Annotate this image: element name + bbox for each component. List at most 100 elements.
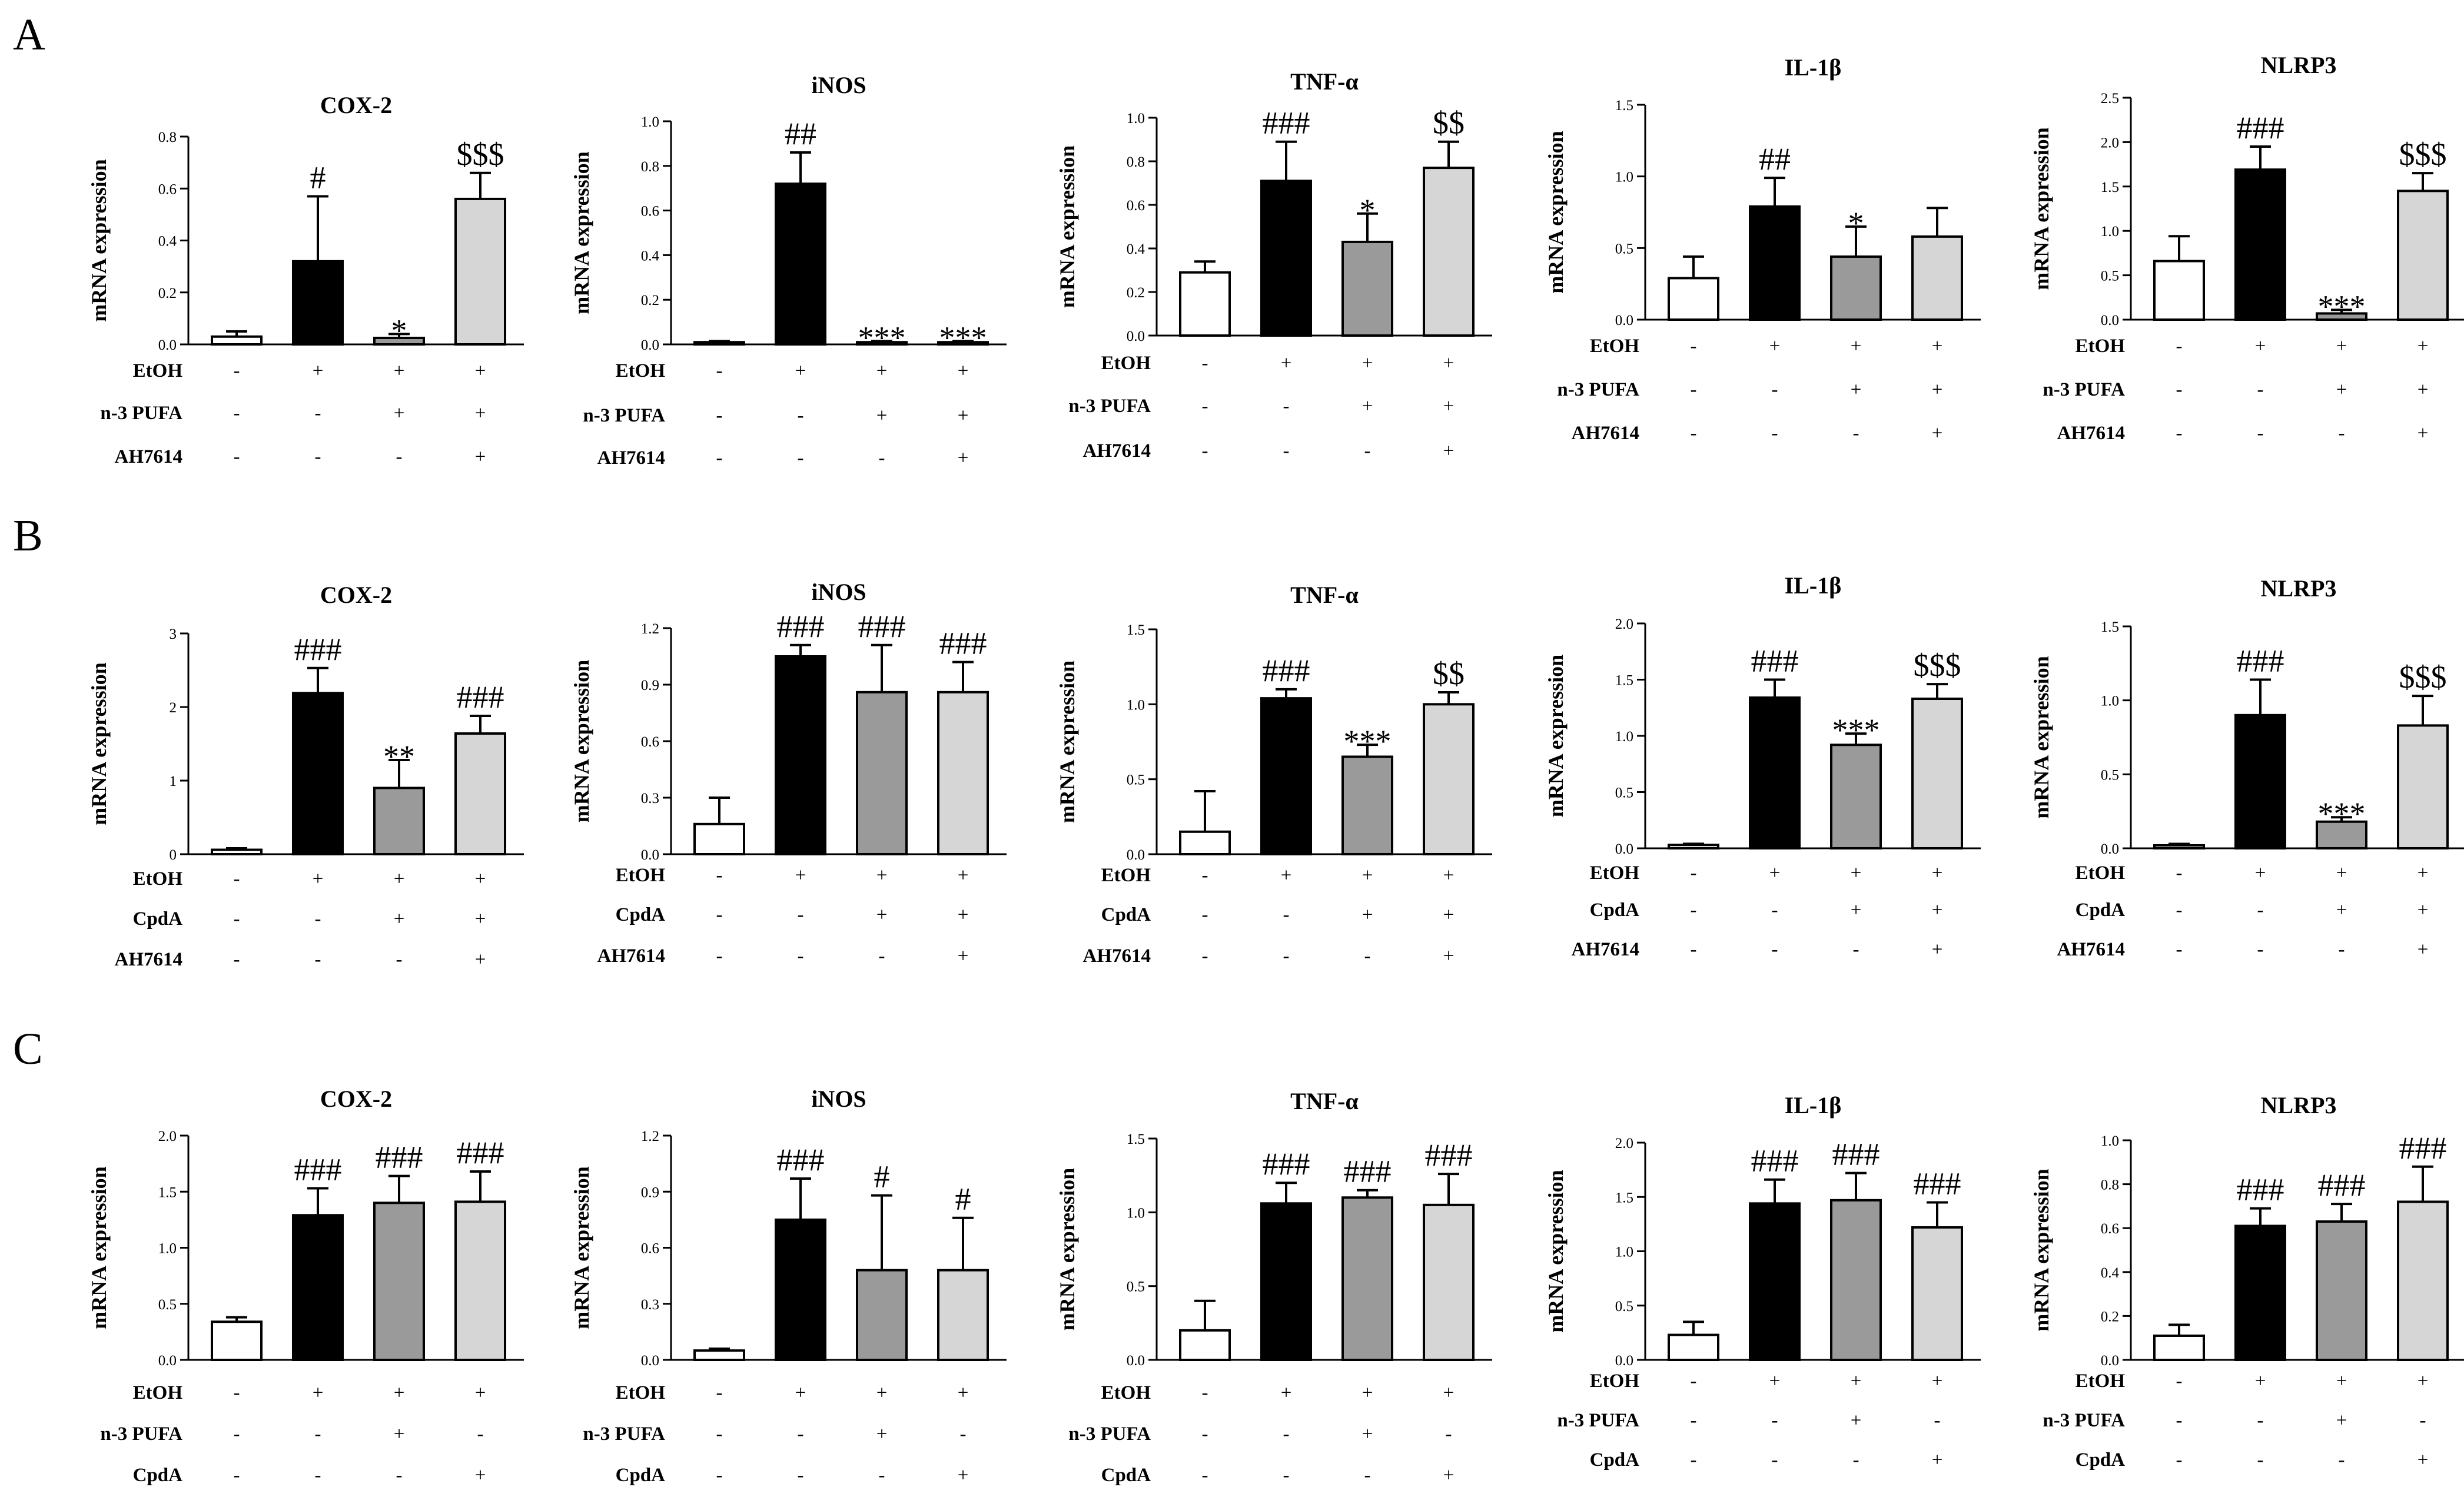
chart-c-1: COX-2 mRNA expression 0.0 0.5 1.0 1.5 2.0 ### ##… bbox=[87, 1086, 524, 1486]
chart-title: iNOS bbox=[811, 1086, 866, 1112]
treatment-sign: + bbox=[2255, 1370, 2266, 1392]
treatment-sign: + bbox=[2336, 862, 2347, 884]
treatment-sign: + bbox=[876, 865, 888, 886]
treatment-sign: + bbox=[1443, 865, 1455, 886]
treatment-sign: - bbox=[1853, 423, 1859, 444]
significance-label: *** bbox=[939, 320, 987, 355]
treatment-sign: + bbox=[1443, 1382, 1455, 1403]
treatment-sign: - bbox=[2176, 939, 2183, 960]
significance-label: ### bbox=[1344, 1154, 1392, 1189]
treatment-sign: + bbox=[958, 865, 969, 886]
chart-title: NLRP3 bbox=[2261, 575, 2337, 602]
y-tick-label: 0.3 bbox=[641, 1297, 659, 1313]
treatment-sign: + bbox=[1281, 1382, 1292, 1403]
treatment-label: n-3 PUFA bbox=[2043, 379, 2125, 400]
bar-4 bbox=[454, 197, 506, 346]
treatment-sign: - bbox=[1283, 1465, 1290, 1486]
treatment-sign: - bbox=[1691, 423, 1697, 444]
bar-3 bbox=[373, 786, 425, 855]
significance-label: ### bbox=[1751, 1143, 1799, 1179]
treatment-sign: + bbox=[2417, 900, 2429, 921]
treatment-sign: - bbox=[234, 868, 240, 890]
bar-3 bbox=[2316, 820, 2367, 850]
y-tick-label: 1.0 bbox=[158, 1241, 177, 1257]
treatment-sign: + bbox=[394, 908, 405, 930]
treatment-sign: - bbox=[2176, 1410, 2183, 1431]
y-tick-label: 2.0 bbox=[2101, 135, 2119, 151]
bar-1 bbox=[1179, 271, 1231, 337]
y-axis-label: mRNA expression bbox=[570, 660, 593, 822]
bar-2 bbox=[2234, 713, 2286, 850]
chart-c-4: IL-1β mRNA expression 0.0 0.5 1.0 1.5 2.0 ### ##… bbox=[1544, 1092, 1981, 1471]
treatment-sign: - bbox=[1202, 353, 1208, 374]
y-axis-label: mRNA expression bbox=[2030, 127, 2053, 290]
y-axis-label: mRNA expression bbox=[1055, 145, 1079, 308]
y-tick-label: 0.6 bbox=[2101, 1221, 2119, 1237]
y-tick-label: 0.2 bbox=[641, 293, 659, 308]
y-tick-label: 3 bbox=[170, 626, 177, 642]
treatment-sign: + bbox=[958, 1382, 969, 1403]
treatment-sign: - bbox=[1364, 945, 1371, 967]
chart-title: NLRP3 bbox=[2261, 1092, 2337, 1119]
treatment-sign: - bbox=[234, 949, 240, 970]
bar-1 bbox=[1668, 1333, 1719, 1361]
bar-4 bbox=[1423, 167, 1475, 337]
treatment-sign: - bbox=[1691, 1370, 1697, 1392]
significance-label: # bbox=[874, 1159, 890, 1194]
bar-2 bbox=[775, 1218, 826, 1361]
y-tick-label: 2.0 bbox=[158, 1129, 177, 1144]
treatment-sign: - bbox=[1283, 1423, 1290, 1445]
y-tick-label: 0.4 bbox=[1127, 241, 1145, 257]
significance-label: ### bbox=[1751, 643, 1799, 679]
treatment-sign: - bbox=[1772, 939, 1778, 960]
treatment-sign: + bbox=[313, 868, 324, 890]
y-tick-label: 0.0 bbox=[2101, 841, 2119, 857]
treatment-sign: + bbox=[876, 1382, 888, 1403]
treatment-sign: + bbox=[1851, 379, 1862, 400]
bar-2 bbox=[1260, 697, 1312, 855]
treatment-label: n-3 PUFA bbox=[1068, 396, 1151, 417]
bar-1 bbox=[2153, 1334, 2205, 1361]
chart-a-1: COX-2 mRNA expression 0.0 0.2 0.4 0.6 0.8 # * $$$… bbox=[87, 92, 524, 467]
bar-1 bbox=[211, 848, 263, 855]
y-tick-label: 0.0 bbox=[1127, 328, 1145, 344]
treatment-label: AH7614 bbox=[115, 949, 183, 970]
treatment-sign: - bbox=[2176, 862, 2183, 884]
treatment-sign: + bbox=[1443, 904, 1455, 925]
significance-label: ### bbox=[2318, 1167, 2366, 1203]
bar-4 bbox=[1911, 235, 1963, 321]
chart-title: TNF-α bbox=[1290, 68, 1359, 95]
y-tick-label: 0.0 bbox=[1615, 841, 1633, 857]
treatment-sign: + bbox=[394, 403, 405, 424]
y-axis-label: mRNA expression bbox=[1544, 131, 1568, 293]
treatment-sign: + bbox=[2336, 336, 2347, 357]
treatment-sign: + bbox=[1851, 900, 1862, 921]
treatment-sign: - bbox=[1691, 1410, 1697, 1431]
treatment-sign: - bbox=[1691, 1449, 1697, 1471]
bar-2 bbox=[775, 182, 826, 346]
treatment-sign: + bbox=[1443, 396, 1455, 417]
y-tick-label: 1.0 bbox=[1127, 697, 1145, 713]
treatment-sign: + bbox=[958, 405, 969, 426]
y-axis-label: mRNA expression bbox=[2030, 656, 2053, 818]
y-tick-label: 0.8 bbox=[1127, 154, 1145, 170]
treatment-sign: - bbox=[2339, 1449, 2345, 1471]
treatment-sign: - bbox=[879, 1465, 885, 1486]
y-tick-label: 0.9 bbox=[641, 678, 659, 693]
treatment-sign: + bbox=[475, 908, 486, 930]
treatment-sign: - bbox=[716, 447, 723, 469]
y-tick-label: 0.2 bbox=[158, 286, 177, 301]
y-tick-label: 1.0 bbox=[1615, 729, 1633, 745]
y-tick-label: 1.0 bbox=[2101, 1133, 2119, 1149]
panel-letter: C bbox=[13, 1024, 43, 1074]
bar-3 bbox=[2316, 312, 2367, 321]
y-tick-label: 0.0 bbox=[641, 337, 659, 353]
treatment-sign: - bbox=[2176, 379, 2183, 400]
treatment-sign: + bbox=[2336, 900, 2347, 921]
treatment-label: AH7614 bbox=[1083, 440, 1151, 462]
treatment-sign: + bbox=[1281, 865, 1292, 886]
treatment-sign: + bbox=[958, 904, 969, 925]
treatment-sign: - bbox=[2176, 336, 2183, 357]
significance-label: ### bbox=[939, 626, 987, 661]
treatment-sign: + bbox=[795, 865, 806, 886]
